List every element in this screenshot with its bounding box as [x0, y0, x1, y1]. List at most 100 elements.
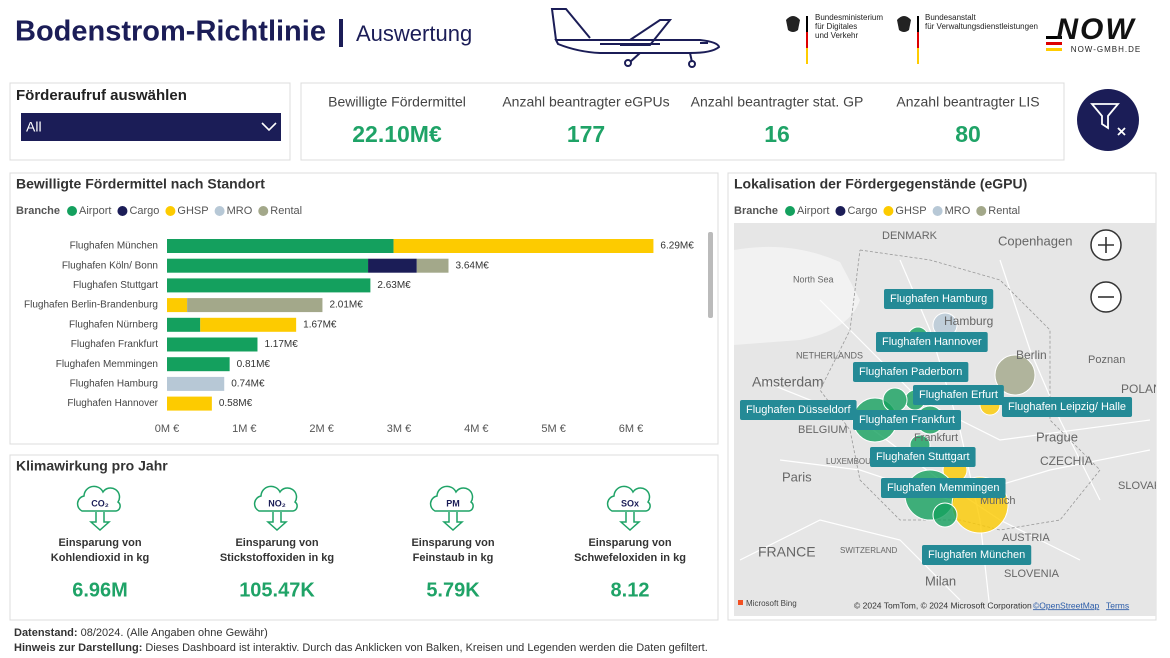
label-text[interactable]: Flughafen Memmingen [887, 482, 1000, 494]
bar-segment[interactable] [167, 258, 369, 273]
bar-segment[interactable] [167, 337, 258, 352]
legend-label[interactable]: Rental [988, 205, 1020, 217]
label-text[interactable]: Flughafen Hamburg [890, 293, 987, 305]
place-name: Hamburg [944, 314, 993, 328]
status-text: 08/2024. (Alle Angaben ohne Gewähr) [81, 627, 268, 639]
bar-segment[interactable] [167, 298, 188, 313]
climate-value: 8.12 [611, 579, 650, 601]
x-tick-label: 4M € [464, 423, 488, 435]
legend-label[interactable]: MRO [945, 205, 971, 217]
legend-marker[interactable] [165, 206, 176, 216]
zoom-in-button[interactable] [1090, 229, 1122, 261]
airport-label[interactable]: Flughafen München [922, 545, 1032, 565]
osm-link[interactable]: ©OpenStreetMap [1033, 600, 1100, 610]
climate-label: Einsparung von [588, 537, 671, 549]
bar-segment[interactable] [167, 357, 230, 372]
legend-marker[interactable] [835, 206, 846, 216]
bar-segment[interactable] [393, 239, 654, 253]
clear-filter-button[interactable] [1077, 89, 1139, 151]
airport-label[interactable]: Flughafen Memmingen [881, 478, 1006, 498]
label-box[interactable] [740, 400, 857, 420]
label-text[interactable]: Flughafen Hannover [882, 336, 982, 348]
label-text[interactable]: Flughafen München [928, 549, 1025, 561]
agency-name: Bundesanstalt [925, 13, 976, 22]
label-box[interactable] [853, 362, 969, 382]
legend-label[interactable]: Rental [270, 205, 302, 217]
label-box[interactable] [881, 478, 1006, 498]
location-bubble[interactable] [882, 387, 908, 413]
place-name: Amsterdam [752, 374, 824, 390]
location-bubble[interactable] [994, 354, 1036, 396]
label-text[interactable]: Flughafen Paderborn [859, 366, 962, 378]
cloud-icon [76, 485, 121, 512]
x-icon[interactable] [1117, 127, 1126, 136]
bar-segment[interactable] [167, 396, 212, 411]
dropdown-value[interactable]: All [26, 119, 42, 135]
legend-marker[interactable] [67, 206, 78, 216]
airport-label[interactable]: Flughafen Erfurt [913, 385, 1004, 405]
airport-label[interactable]: Flughafen Leipzig/ Halle [1002, 397, 1133, 417]
airport-label[interactable]: Flughafen Hannover [876, 332, 988, 352]
airport-label[interactable]: Flughafen Düsseldorf [740, 400, 857, 420]
bar-segment[interactable] [200, 317, 297, 332]
cloud-icon [429, 485, 474, 512]
label-box[interactable] [853, 410, 961, 430]
legend-label[interactable]: Airport [79, 205, 111, 217]
category-label: Flughafen Hamburg [70, 379, 158, 390]
legend-marker[interactable] [883, 206, 894, 216]
label-box[interactable] [1002, 397, 1133, 417]
legend-marker[interactable] [117, 206, 128, 216]
airport-label[interactable]: Flughafen Hamburg [884, 289, 994, 309]
scrollbar[interactable] [708, 232, 713, 318]
legend-marker[interactable] [976, 206, 987, 216]
label-text[interactable]: Flughafen Leipzig/ Halle [1008, 401, 1126, 413]
bar-segment[interactable] [167, 376, 225, 391]
label-box[interactable] [876, 332, 988, 352]
kpi-panel [300, 82, 1065, 161]
climate-label: Einsparung von [411, 537, 494, 549]
terms-link[interactable]: Terms [1106, 600, 1129, 610]
category-label: Flughafen Nürnberg [69, 319, 158, 330]
label-text[interactable]: Flughafen Düsseldorf [746, 404, 852, 416]
plus-icon[interactable] [1098, 237, 1114, 253]
cloud-icon [253, 485, 298, 512]
bar-segment[interactable] [416, 258, 449, 273]
label-box[interactable] [884, 289, 994, 309]
funnel-icon[interactable] [1090, 103, 1120, 130]
bar-segment[interactable] [167, 239, 394, 253]
label-box[interactable] [913, 385, 1004, 405]
filter-dropdown[interactable]: All [21, 113, 281, 141]
airport-label[interactable]: Flughafen Stuttgart [870, 447, 976, 467]
label-text[interactable]: Flughafen Frankfurt [859, 414, 955, 426]
bar-segment[interactable] [167, 278, 371, 293]
ministry-logo: Bundesministerium für Digitales und Verk… [786, 13, 883, 64]
dropdown-box[interactable] [21, 113, 281, 141]
legend-label[interactable]: Cargo [847, 205, 877, 217]
legend-marker[interactable] [258, 206, 269, 216]
legend-marker[interactable] [214, 206, 225, 216]
agency-name: für Verwaltungsdienstleistungen [925, 22, 1038, 31]
label-box[interactable] [922, 545, 1032, 565]
label-box[interactable] [870, 447, 976, 467]
legend-label[interactable]: MRO [227, 205, 253, 217]
legend-label[interactable]: Airport [797, 205, 829, 217]
airport-label[interactable]: Flughafen Frankfurt [853, 410, 961, 430]
legend-label[interactable]: GHSP [177, 205, 208, 217]
location-bubble[interactable] [932, 502, 958, 528]
footer-status: Datenstand: 08/2024. (Alle Angaben ohne … [14, 627, 268, 639]
label-text[interactable]: Flughafen Stuttgart [876, 451, 970, 463]
legend-label[interactable]: Cargo [129, 205, 159, 217]
bar-segment[interactable] [167, 317, 201, 332]
legend-marker[interactable] [785, 206, 796, 216]
bar-segment[interactable] [187, 298, 323, 313]
hint-text: Dieses Dashboard ist interaktiv. Durch d… [145, 642, 707, 654]
place-name: Copenhagen [998, 233, 1072, 248]
zoom-out-button[interactable] [1090, 281, 1122, 313]
bar-segment[interactable] [368, 258, 417, 273]
airport-label[interactable]: Flughafen Paderborn [853, 362, 969, 382]
legend-marker[interactable] [932, 206, 943, 216]
label-text[interactable]: Flughafen Erfurt [919, 389, 998, 401]
legend-label[interactable]: GHSP [895, 205, 926, 217]
map[interactable]: DENMARK Copenhagen North Sea Hamburg NETHERL… [734, 223, 1170, 616]
dropdown-chevron[interactable] [261, 122, 277, 132]
